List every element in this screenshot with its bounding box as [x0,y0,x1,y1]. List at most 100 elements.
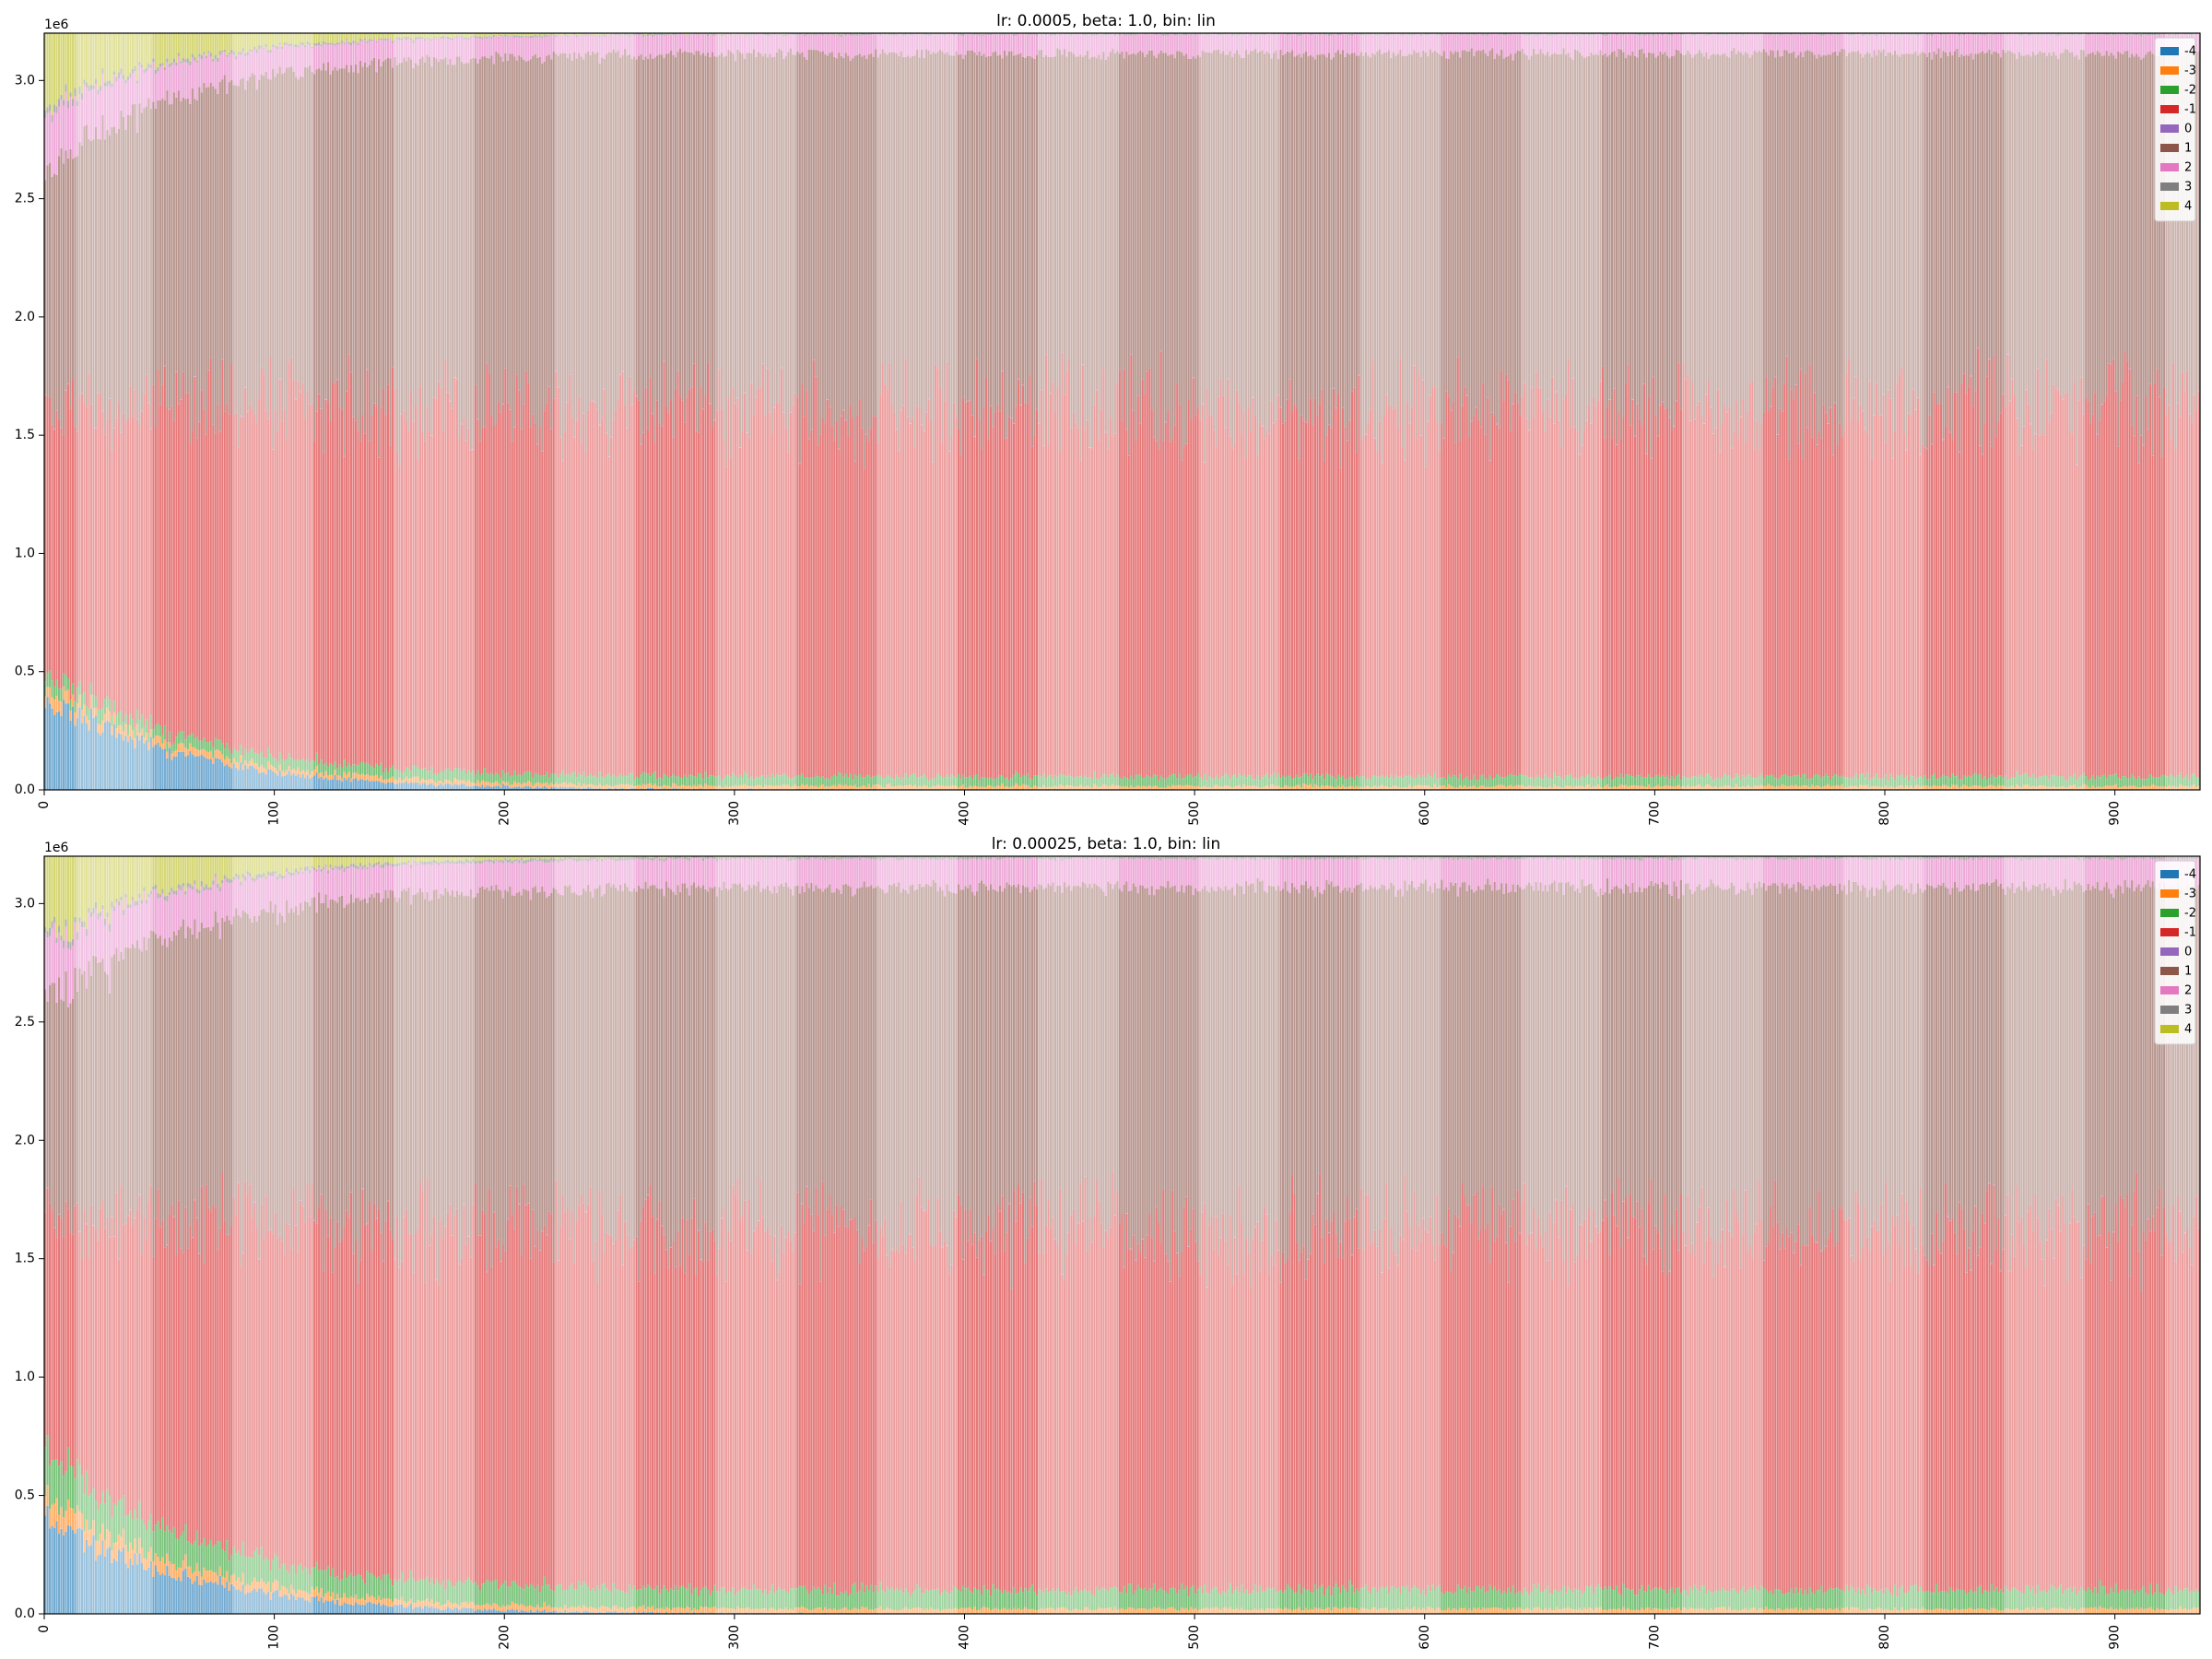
bar-segment [1210,787,1213,790]
bar-segment [778,34,781,36]
bar-segment [692,34,696,55]
bar-segment [99,735,102,790]
bar-segment [870,777,873,788]
bar-segment [649,377,652,777]
bar-segment [230,363,233,754]
bar-segment [1358,786,1360,790]
bar-segment [695,33,698,35]
bar-segment [1371,33,1374,53]
bar-segment [1429,786,1431,790]
bar-segment [755,785,758,790]
bar-segment [1316,785,1319,790]
bar-segment [881,49,884,364]
bar-segment [217,33,219,58]
bar-segment [1362,787,1365,790]
bar-segment [1224,54,1227,428]
bar-segment [1219,35,1222,54]
bar-segment [1218,785,1220,790]
bar-segment [936,773,939,785]
bar-segment [746,788,748,790]
bar-segment [218,51,221,55]
bar-segment [1204,462,1206,774]
bar-segment [131,73,134,105]
bar-segment [407,783,410,790]
bar-segment [569,34,571,54]
bar-segment [1464,50,1466,387]
bar-segment [629,54,631,377]
bar-segment [552,398,555,774]
bar-segment [807,33,810,35]
bar-segment [161,743,164,749]
bar-segment [950,436,953,775]
bar-segment [478,59,481,441]
bar-segment [612,33,615,50]
bar-segment [1213,50,1216,430]
bar-segment [571,783,573,787]
bar-segment [152,747,155,790]
bar-segment [638,784,641,790]
bar-segment [472,57,475,450]
bar-segment [1167,35,1170,56]
bar-segment [543,785,546,790]
bar-segment [1254,49,1257,416]
bar-segment [359,441,362,763]
bar-segment [603,58,606,389]
bar-segment [329,774,332,781]
bar-segment [1286,34,1289,52]
bar-segment [794,393,796,777]
bar-segment [1456,778,1459,788]
bar-segment [184,62,187,100]
bar-segment [437,381,440,774]
bar-segment [652,36,654,59]
bar-segment [1190,773,1193,786]
bar-segment [688,33,691,35]
bar-segment [607,35,610,53]
bar-segment [1404,33,1406,35]
bar-segment [1332,388,1335,777]
bar-segment [1373,54,1376,439]
bar-segment [987,778,990,786]
bar-segment [1373,33,1376,35]
bar-segment [1067,785,1070,790]
bar-segment [656,55,659,401]
bar-segment [1307,785,1310,790]
bar-segment [129,115,132,387]
bar-segment [835,34,838,35]
bar-segment [1182,55,1185,447]
bar-segment [1371,786,1374,790]
bar-segment [695,776,698,787]
bar-segment [217,749,219,759]
bar-segment [806,59,808,391]
bar-segment [421,33,424,37]
bar-segment [962,784,965,790]
bar-segment [856,54,859,417]
bar-segment [998,411,1002,776]
bar-segment [978,787,981,790]
bar-segment [1086,419,1088,778]
bar-segment [573,52,576,437]
bar-segment [143,108,146,394]
bar-segment [384,768,387,780]
bar-segment [458,784,461,790]
bar-segment [1030,33,1034,58]
bar-segment [437,33,440,39]
bar-segment [465,782,467,787]
bar-segment [1113,433,1116,778]
bar-segment [414,37,418,40]
bar-segment [1344,427,1347,780]
bar-segment [764,34,767,54]
bar-segment [994,51,997,413]
bar-segment [323,63,325,453]
bar-segment [391,765,394,777]
bar-segment [582,787,585,790]
bar-segment [145,374,147,720]
bar-segment [55,33,58,107]
bar-segment [1146,371,1148,776]
bar-segment [1419,785,1422,790]
bar-segment [959,53,962,456]
bar-segment [246,411,249,413]
bar-segment [1187,785,1190,790]
bar-segment [817,50,819,446]
bar-segment [1159,351,1162,776]
bar-segment [527,781,530,786]
